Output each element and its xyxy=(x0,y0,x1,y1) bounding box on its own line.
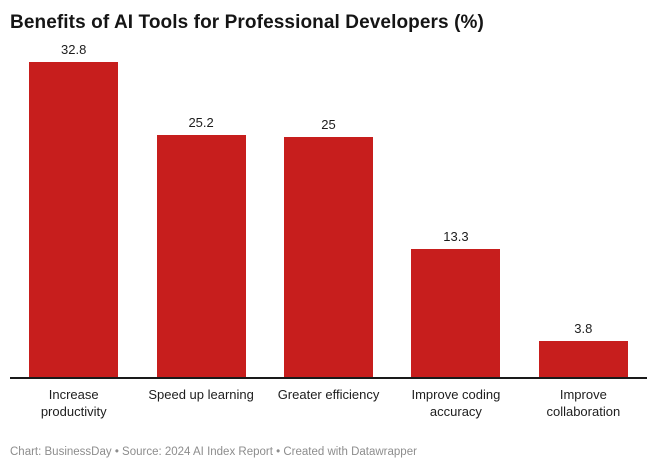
bar-column: 25.2 xyxy=(137,41,264,377)
category-labels-row: Increase productivity Speed up learning Gr… xyxy=(10,379,647,421)
category-label: Greater efficiency xyxy=(265,379,392,421)
category-label: Increase productivity xyxy=(10,379,137,421)
plot-area: 32.8 25.2 25 13.3 3.8 Increase productivity S… xyxy=(10,41,647,421)
bar-column: 25 xyxy=(265,41,392,377)
bars-row: 32.8 25.2 25 13.3 3.8 xyxy=(10,41,647,379)
bar-column: 32.8 xyxy=(10,41,137,377)
category-label: Improve collaboration xyxy=(520,379,647,421)
bar-value-label: 25 xyxy=(321,116,336,132)
bar-value-label: 25.2 xyxy=(188,114,214,130)
bar-value-label: 13.3 xyxy=(443,228,469,244)
bar xyxy=(538,340,628,377)
category-label-text: Increase productivity xyxy=(40,386,107,419)
bar xyxy=(284,136,374,377)
category-label: Improve coding accuracy xyxy=(392,379,519,421)
category-label-text: Improve coding accuracy xyxy=(411,386,501,419)
category-label-text: Improve collaboration xyxy=(546,386,621,419)
bar-value-label: 32.8 xyxy=(61,41,87,57)
bar-column: 13.3 xyxy=(392,41,519,377)
category-label: Speed up learning xyxy=(137,379,264,421)
bar xyxy=(29,61,119,377)
category-label-text: Speed up learning xyxy=(148,386,254,402)
category-label-text: Greater efficiency xyxy=(277,386,380,402)
bar xyxy=(411,248,501,377)
bar xyxy=(156,134,246,377)
chart-title: Benefits of AI Tools for Professional De… xyxy=(10,12,484,33)
bar-value-label: 3.8 xyxy=(574,320,593,336)
chart-footer: Chart: BusinessDay • Source: 2024 AI Ind… xyxy=(10,446,417,458)
bar-column: 3.8 xyxy=(520,41,647,377)
